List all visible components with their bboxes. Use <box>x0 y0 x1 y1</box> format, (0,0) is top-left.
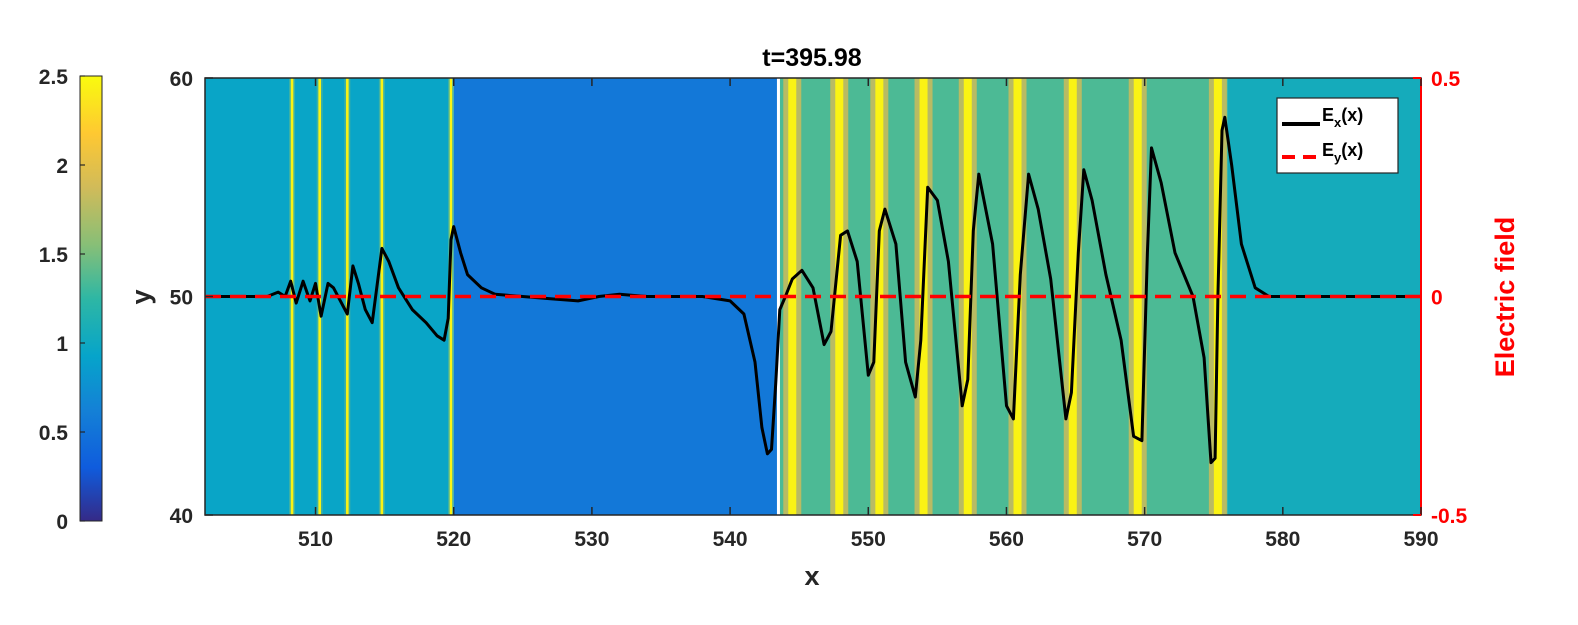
y-tick-label: 40 <box>170 505 193 528</box>
y2-tick-label: 0.5 <box>1431 68 1461 91</box>
y-axis-label: y <box>126 289 156 304</box>
x-axis-label: x <box>804 561 819 591</box>
legend: Ex(x) Ey(x) <box>1276 97 1399 174</box>
series-line-ex <box>205 115 1421 465</box>
heatmap-white-line <box>776 78 780 515</box>
x-tick-label: 580 <box>1265 528 1300 551</box>
chart-title: t=395.98 <box>762 44 861 72</box>
x-tick-label: 540 <box>713 528 748 551</box>
colorbar: 0 0.5 1 1.5 2 2.5 <box>39 66 103 534</box>
y-axis-ticks: 40 50 60 <box>170 68 213 528</box>
legend-box <box>1276 97 1399 174</box>
series-layer <box>205 115 1421 465</box>
x-tick-label: 520 <box>436 528 471 551</box>
y-tick-label: 60 <box>170 68 193 91</box>
y2-axis-ticks: -0.5 0 0.5 <box>1413 68 1468 528</box>
colorbar-tick-label: 2.5 <box>39 66 69 89</box>
colorbar-tick-label: 1.5 <box>39 244 69 267</box>
y2-tick-label: -0.5 <box>1431 505 1468 528</box>
x-tick-label: 530 <box>574 528 609 551</box>
colorbar-tick-label: 1 <box>56 333 68 356</box>
x-tick-label: 550 <box>851 528 886 551</box>
colorbar-tick-label: 0 <box>56 511 68 534</box>
heatmap-filament <box>346 78 349 515</box>
x-tick-label: 560 <box>989 528 1024 551</box>
x-axis-ticks: 510 520 530 540 550 560 570 580 590 <box>298 78 1439 551</box>
colorbar-tick-label: 2 <box>56 155 68 178</box>
heatmap-filament <box>449 78 453 515</box>
heatmap-filament <box>1068 78 1077 515</box>
colorbar-gradient <box>79 75 103 522</box>
y2-tick-label: 0 <box>1431 287 1443 310</box>
x-tick-label: 570 <box>1127 528 1162 551</box>
x-tick-label: 510 <box>298 528 333 551</box>
heatmap-filament <box>875 78 884 515</box>
x-tick-label: 590 <box>1403 528 1438 551</box>
y2-axis-label: Electric field <box>1490 217 1520 378</box>
y-tick-label: 50 <box>170 287 193 310</box>
colorbar-tick-label: 0.5 <box>39 422 69 445</box>
colorbar-ticks: 0 0.5 1 1.5 2 2.5 <box>39 66 85 534</box>
